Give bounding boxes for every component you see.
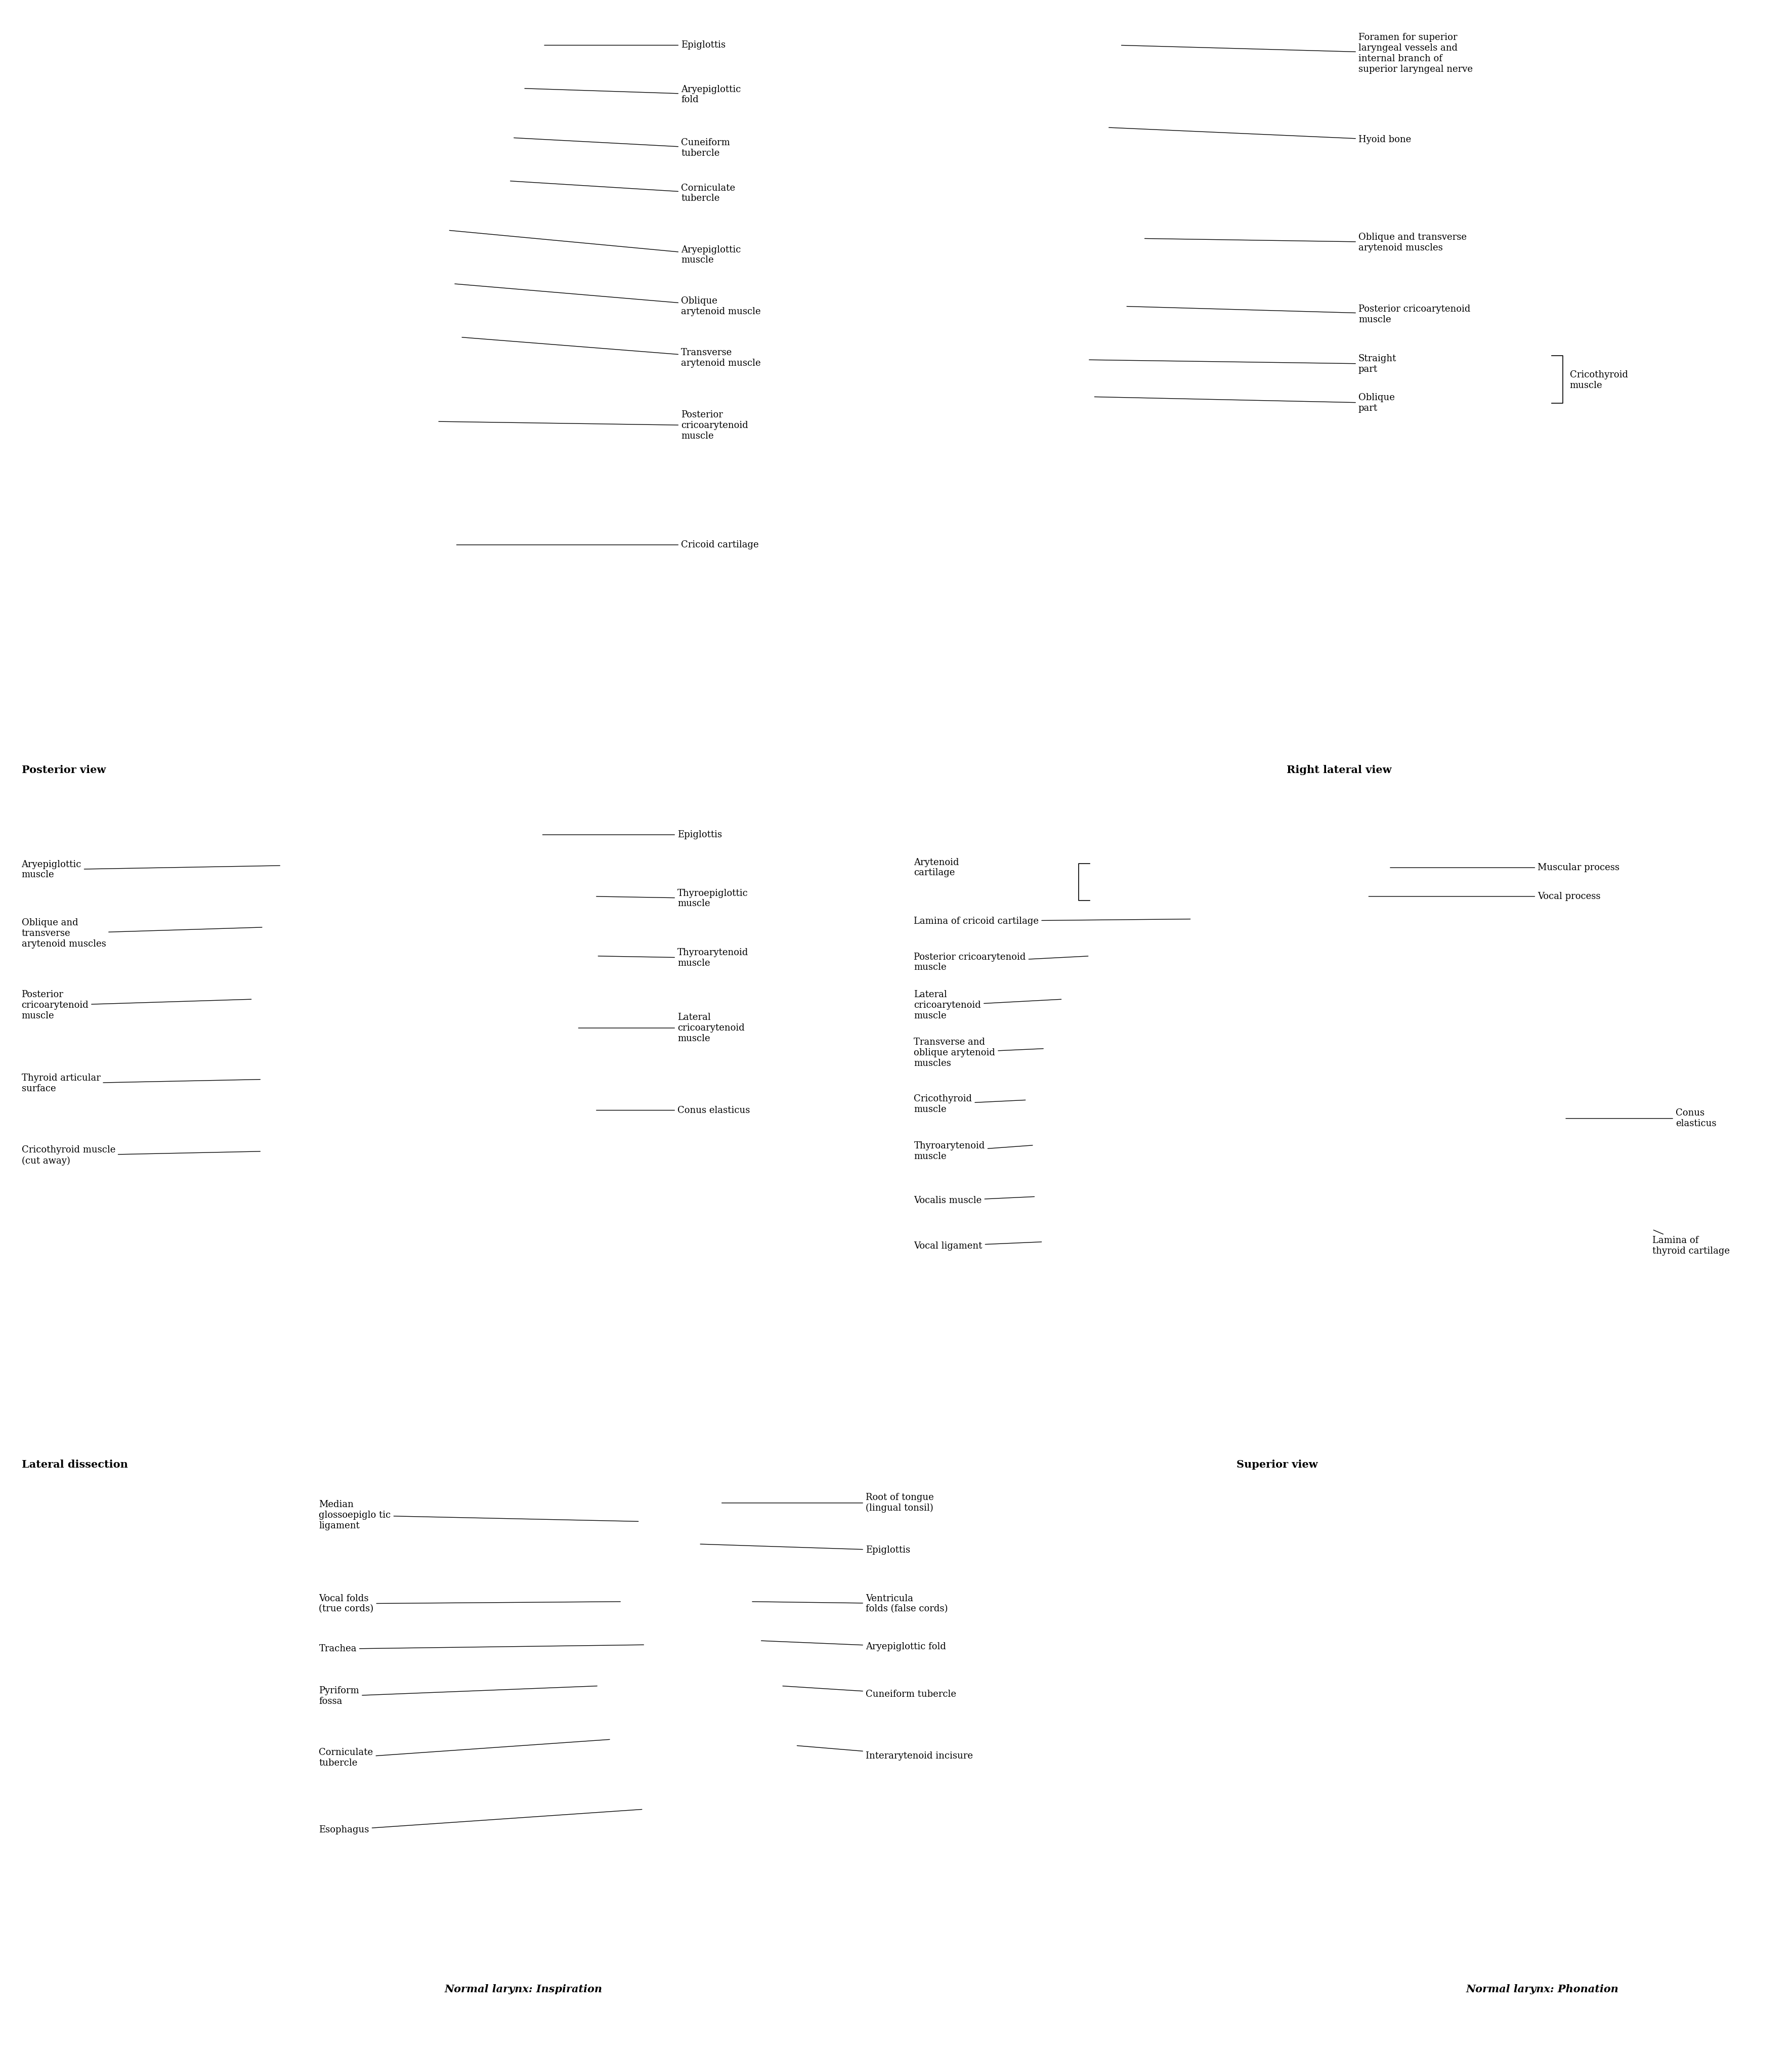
Text: Trachea: Trachea: [319, 1645, 643, 1653]
Text: Posterior cricoarytenoid
muscle: Posterior cricoarytenoid muscle: [1127, 304, 1469, 325]
Text: Vocal ligament: Vocal ligament: [914, 1242, 1041, 1250]
Text: Interarytenoid incisure: Interarytenoid incisure: [797, 1746, 973, 1760]
Text: Lateral
cricoarytenoid
muscle: Lateral cricoarytenoid muscle: [579, 1014, 744, 1042]
Text: Aryepiglottic
fold: Aryepiglottic fold: [525, 84, 740, 105]
Text: Cricothyroid
muscle: Cricothyroid muscle: [1570, 370, 1627, 391]
Text: Epiglottis: Epiglottis: [545, 41, 726, 49]
Text: Posterior cricoarytenoid
muscle: Posterior cricoarytenoid muscle: [914, 952, 1088, 972]
Text: Epiglottis: Epiglottis: [701, 1544, 910, 1554]
Text: Posterior
cricoarytenoid
muscle: Posterior cricoarytenoid muscle: [439, 411, 747, 440]
Text: Vocal folds
(true cords): Vocal folds (true cords): [319, 1593, 620, 1614]
Text: Cricothyroid
muscle: Cricothyroid muscle: [914, 1094, 1025, 1114]
Text: Pyriform
fossa: Pyriform fossa: [319, 1686, 597, 1706]
Text: Epiglottis: Epiglottis: [543, 831, 722, 839]
Text: Cricoid cartilage: Cricoid cartilage: [457, 541, 758, 549]
Text: Hyoid bone: Hyoid bone: [1109, 127, 1410, 144]
Text: Conus elasticus: Conus elasticus: [597, 1106, 749, 1114]
Text: Aryepiglottic
muscle: Aryepiglottic muscle: [22, 859, 280, 880]
Text: Aryepiglottic fold: Aryepiglottic fold: [762, 1641, 946, 1651]
Text: Vocalis muscle: Vocalis muscle: [914, 1197, 1034, 1205]
Text: Superior view: Superior view: [1236, 1460, 1317, 1470]
Text: Thyroid articular
surface: Thyroid articular surface: [22, 1073, 260, 1094]
Text: Oblique
arytenoid muscle: Oblique arytenoid muscle: [455, 284, 762, 317]
Text: Vocal process: Vocal process: [1369, 892, 1600, 901]
Text: Aryepiglottic
muscle: Aryepiglottic muscle: [450, 230, 740, 265]
Text: Transverse and
oblique arytenoid
muscles: Transverse and oblique arytenoid muscles: [914, 1038, 1043, 1067]
Text: Muscular process: Muscular process: [1391, 864, 1620, 872]
Text: Cuneiform tubercle: Cuneiform tubercle: [783, 1686, 957, 1698]
Text: Oblique
part: Oblique part: [1095, 393, 1394, 413]
Text: Lateral
cricoarytenoid
muscle: Lateral cricoarytenoid muscle: [914, 991, 1061, 1020]
Text: Arytenoid
cartilage: Arytenoid cartilage: [914, 857, 959, 878]
Text: Cuneiform
tubercle: Cuneiform tubercle: [514, 138, 729, 158]
Text: Lateral dissection: Lateral dissection: [22, 1460, 127, 1470]
Text: Straight
part: Straight part: [1090, 354, 1396, 374]
Text: Corniculate
tubercle: Corniculate tubercle: [511, 181, 735, 204]
Text: Normal larynx: Phonation: Normal larynx: Phonation: [1466, 1984, 1618, 1994]
Text: Lamina of
thyroid cartilage: Lamina of thyroid cartilage: [1652, 1229, 1729, 1256]
Text: Ventricula
folds (false cords): Ventricula folds (false cords): [753, 1593, 948, 1614]
Text: Median
glossoepiglo tic
ligament: Median glossoepiglo tic ligament: [319, 1501, 638, 1530]
Text: Lamina of cricoid cartilage: Lamina of cricoid cartilage: [914, 917, 1190, 925]
Text: Root of tongue
(lingual tonsil): Root of tongue (lingual tonsil): [722, 1493, 934, 1513]
Text: Posterior view: Posterior view: [22, 765, 106, 775]
Text: Esophagus: Esophagus: [319, 1809, 642, 1834]
Text: Right lateral view: Right lateral view: [1287, 765, 1392, 775]
Text: Thyroarytenoid
muscle: Thyroarytenoid muscle: [914, 1141, 1032, 1162]
Text: Thyroepiglottic
muscle: Thyroepiglottic muscle: [597, 888, 747, 909]
Text: Transverse
arytenoid muscle: Transverse arytenoid muscle: [462, 337, 762, 368]
Text: Conus
elasticus: Conus elasticus: [1566, 1108, 1717, 1129]
Text: Cricothyroid muscle
(cut away): Cricothyroid muscle (cut away): [22, 1145, 260, 1166]
Text: Thyroarytenoid
muscle: Thyroarytenoid muscle: [599, 948, 749, 968]
Text: Corniculate
tubercle: Corniculate tubercle: [319, 1739, 609, 1768]
Text: Foramen for superior
laryngeal vessels and
internal branch of
superior laryngeal: Foramen for superior laryngeal vessels a…: [1122, 33, 1473, 74]
Text: Normal larynx: Inspiration: Normal larynx: Inspiration: [444, 1984, 602, 1994]
Text: Posterior
cricoarytenoid
muscle: Posterior cricoarytenoid muscle: [22, 991, 251, 1020]
Text: Oblique and
transverse
arytenoid muscles: Oblique and transverse arytenoid muscles: [22, 919, 262, 948]
Text: Oblique and transverse
arytenoid muscles: Oblique and transverse arytenoid muscles: [1145, 232, 1466, 253]
